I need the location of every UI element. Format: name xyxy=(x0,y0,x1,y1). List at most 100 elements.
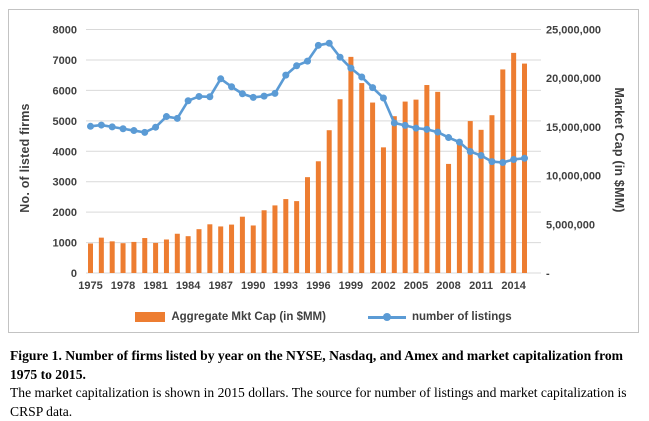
legend-item-mktcap: Aggregate Mkt Cap (in $MM) xyxy=(135,311,326,323)
listings-point xyxy=(87,122,94,130)
figure-caption: Figure 1. Number of firms listed by year… xyxy=(10,347,638,421)
listings-point xyxy=(271,89,279,97)
listings-point xyxy=(152,123,160,131)
right-axis-title: Market Cap (in $MM) xyxy=(612,87,626,213)
mktcap-bar xyxy=(435,91,441,273)
mktcap-bar xyxy=(446,163,452,273)
mktcap-bar xyxy=(88,243,93,273)
listings-point xyxy=(379,94,387,102)
x-axis-tick: 1981 xyxy=(143,280,167,292)
left-axis-tick: 3000 xyxy=(53,177,77,189)
mktcap-bar xyxy=(174,233,180,273)
x-axis-tick: 1996 xyxy=(306,280,330,292)
legend-item-listings: number of listings xyxy=(367,311,512,323)
mktcap-bar xyxy=(424,85,430,273)
listings-point xyxy=(423,125,431,133)
listings-point xyxy=(108,123,116,131)
legend-label-listings: number of listings xyxy=(411,311,512,323)
left-axis-title: No. of listed firms xyxy=(18,103,32,213)
right-axis-tick: 15,000,000 xyxy=(546,122,601,134)
mktcap-bar xyxy=(489,115,495,273)
mktcap-bar xyxy=(239,216,245,273)
listings-point xyxy=(369,84,377,92)
listings-point xyxy=(162,113,170,121)
listings-point xyxy=(347,64,355,72)
mktcap-bar xyxy=(163,239,169,273)
x-axis-tick: 2011 xyxy=(469,280,493,292)
listings-point xyxy=(358,73,366,81)
mktcap-bar xyxy=(359,83,365,273)
left-axis-tick: 5000 xyxy=(53,116,77,128)
right-axis-tick: 5,000,000 xyxy=(546,219,595,231)
mktcap-bar xyxy=(305,177,310,273)
x-axis-tick: 2008 xyxy=(436,280,460,292)
mktcap-bar xyxy=(522,63,527,274)
listings-point xyxy=(130,127,138,135)
mktcap-bar xyxy=(196,229,202,273)
mktcap-bar xyxy=(294,201,300,273)
chart-frame: 8000 7000 6000 5000 4000 3000 2000 1000 0 25,000,… xyxy=(8,9,639,333)
left-axis-tick: 6000 xyxy=(53,85,77,97)
listings-point xyxy=(184,97,192,105)
listings-point xyxy=(488,158,496,166)
mktcap-bar xyxy=(478,129,484,273)
right-axis-tick: 25,000,000 xyxy=(546,25,601,37)
x-axis-tick: 2002 xyxy=(371,280,395,292)
right-axis-tick: 10,000,000 xyxy=(546,171,601,183)
mktcap-bar xyxy=(185,236,191,273)
left-axis-tick: 1000 xyxy=(53,238,77,250)
left-axis-tick: 2000 xyxy=(53,207,77,219)
mktcap-bar xyxy=(229,224,235,273)
mktcap-bar xyxy=(456,140,462,273)
x-axis-tick: 1975 xyxy=(78,280,102,292)
listings-point xyxy=(217,75,225,83)
x-axis-tick: 2014 xyxy=(501,280,526,292)
mktcap-bar xyxy=(218,226,224,273)
listings-point xyxy=(445,134,453,142)
listings-point xyxy=(260,92,268,100)
listings-point xyxy=(304,57,311,65)
mktcap-bar xyxy=(370,102,376,273)
mktcap-bar xyxy=(315,161,321,273)
mktcap-bar xyxy=(153,242,159,273)
listings-point xyxy=(499,159,507,167)
listings-point xyxy=(466,148,474,156)
listings-point xyxy=(249,93,257,101)
line-marker-icon xyxy=(382,313,391,321)
x-axis-tick: 1984 xyxy=(176,280,201,292)
figure-caption-title: Figure 1. Number of firms listed by year… xyxy=(10,348,623,382)
line-swatch-icon xyxy=(367,313,406,321)
mktcap-bar xyxy=(348,56,354,273)
listings-point xyxy=(314,41,322,49)
listings-point xyxy=(336,53,344,61)
mktcap-bar xyxy=(272,205,278,273)
listings-point xyxy=(228,83,236,91)
left-axis-tick: 7000 xyxy=(53,55,77,67)
mktcap-bar xyxy=(391,116,397,273)
listings-point xyxy=(119,125,127,133)
figure-caption-note: The market capitalization is shown in 20… xyxy=(10,385,627,419)
listings-point xyxy=(510,155,518,163)
right-axis-tick: - xyxy=(546,268,550,280)
mktcap-bar xyxy=(283,199,289,273)
listings-point xyxy=(401,121,409,129)
left-axis-tick: 8000 xyxy=(53,25,77,37)
listings-point xyxy=(521,154,528,162)
x-axis-tick: 2005 xyxy=(404,280,428,292)
listings-point xyxy=(173,114,181,122)
listings-point xyxy=(206,93,214,101)
listings-point xyxy=(390,119,398,127)
right-axis-tick: 20,000,000 xyxy=(546,73,601,85)
x-axis-tick: 1990 xyxy=(241,280,265,292)
mktcap-bar xyxy=(142,238,148,273)
listings-point xyxy=(412,124,420,132)
x-axis-tick: 1999 xyxy=(339,280,363,292)
mktcap-bar xyxy=(500,69,506,274)
mktcap-bar xyxy=(413,99,419,274)
mktcap-bar xyxy=(131,241,137,273)
mktcap-bar xyxy=(207,224,213,273)
mktcap-bar xyxy=(467,121,473,273)
mktcap-bar xyxy=(98,237,104,273)
chart-svg: 8000 7000 6000 5000 4000 3000 2000 1000 0 25,000,… xyxy=(53,25,602,293)
listings-point xyxy=(282,71,290,79)
